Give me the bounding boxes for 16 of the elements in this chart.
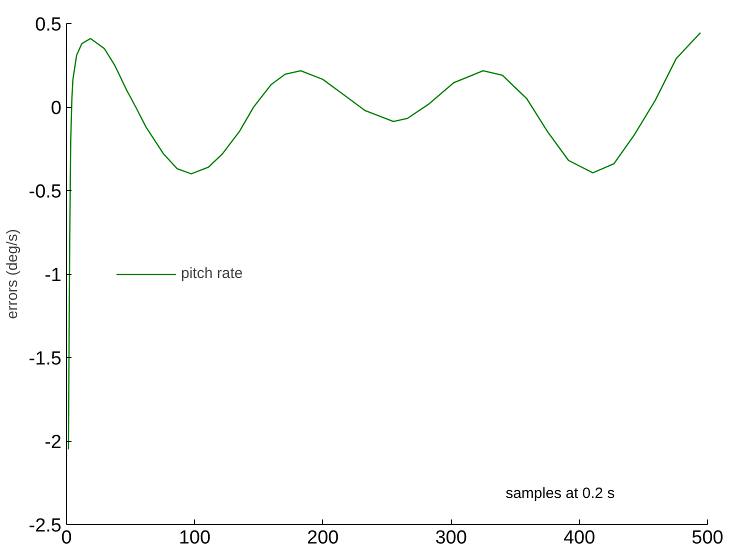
y-tick-label: -2 bbox=[44, 432, 62, 453]
x-tick-label: 400 bbox=[563, 528, 596, 546]
x-tick-label: 300 bbox=[435, 528, 467, 546]
y-tick-label: -2.5 bbox=[28, 516, 62, 536]
annotation: samples at 0.2 s bbox=[506, 484, 615, 502]
x-tick-label: 100 bbox=[178, 528, 211, 546]
x-tick-label: 500 bbox=[692, 528, 724, 546]
y-tick-label: -1 bbox=[44, 265, 62, 286]
y-tick-label: 0 bbox=[50, 98, 62, 119]
line-series bbox=[68, 32, 702, 450]
y-tick-label: -0.5 bbox=[28, 182, 62, 202]
y-tick-label: 0.5 bbox=[35, 14, 62, 36]
legend-label: pitch rate bbox=[181, 265, 243, 282]
x-tick-label: 200 bbox=[307, 528, 339, 546]
y-axis-title: errors (deg/s) bbox=[4, 228, 21, 320]
y-tick-label: -1.5 bbox=[28, 348, 62, 370]
